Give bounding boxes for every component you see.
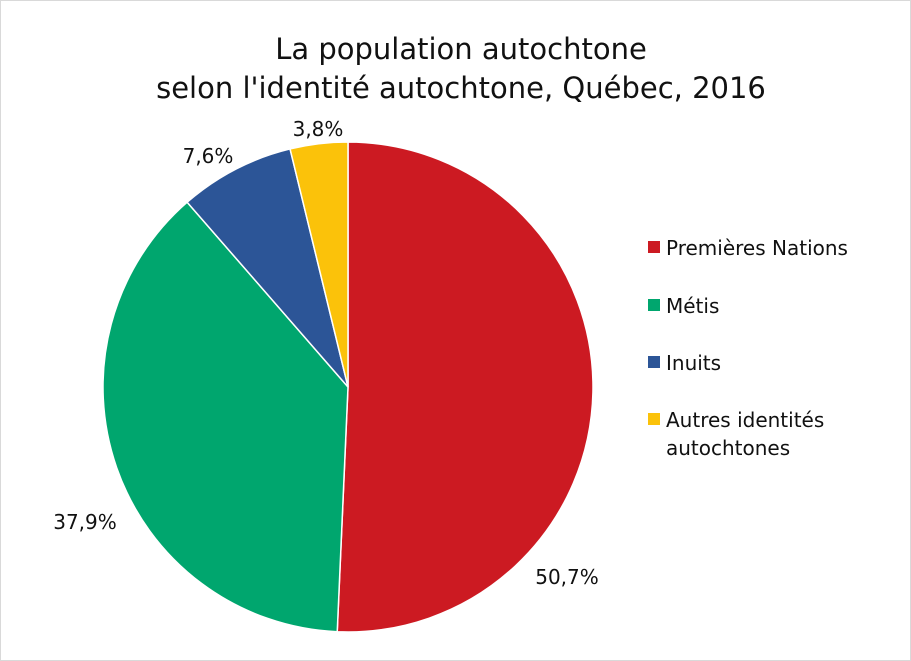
- legend-label-metis: Métis: [666, 294, 719, 318]
- legend-item-inuits: Inuits: [648, 351, 721, 375]
- data-label-inuits: 7,6%: [183, 144, 234, 168]
- legend-item-autres-identites-autochtones: Autres identités autochtones: [648, 408, 824, 460]
- pie-slices: [102, 141, 594, 633]
- pie-slice-metis: [102, 201, 349, 633]
- chart-title-line-2: selon l'identité autochtone, Québec, 201…: [156, 71, 766, 105]
- legend-swatch-metis: [648, 299, 660, 311]
- legend-item-premieres-nations: Premières Nations: [648, 236, 848, 260]
- legend-swatch-premieres-nations: [648, 241, 660, 253]
- pie-slice-premieres-nations: [336, 141, 594, 633]
- legend-swatch-autres-identites-autochtones: [648, 413, 660, 425]
- legend-label-inuits: Inuits: [666, 351, 721, 375]
- data-label-metis: 37,9%: [53, 510, 117, 534]
- chart-title-line-1: La population autochtone: [275, 32, 647, 66]
- pie-data-labels: 50,7% 37,9% 7,6% 3,8%: [53, 117, 599, 589]
- legend-item-metis: Métis: [648, 294, 719, 318]
- legend-label-autres-identites-autochtones-line-1: Autres identités: [666, 408, 824, 432]
- data-label-autres-identites-autochtones: 3,8%: [293, 117, 344, 141]
- chart-legend: Premières Nations Métis Inuits Autres ident…: [648, 236, 848, 460]
- legend-label-premieres-nations: Premières Nations: [666, 236, 848, 260]
- pie-slice-inuits: [186, 148, 349, 388]
- pie-slice-autres-identites-autochtones: [289, 141, 349, 388]
- legend-label-autres-identites-autochtones-line-2: autochtones: [666, 436, 790, 460]
- legend-swatch-inuits: [648, 356, 660, 368]
- data-label-premieres-nations: 50,7%: [535, 565, 599, 589]
